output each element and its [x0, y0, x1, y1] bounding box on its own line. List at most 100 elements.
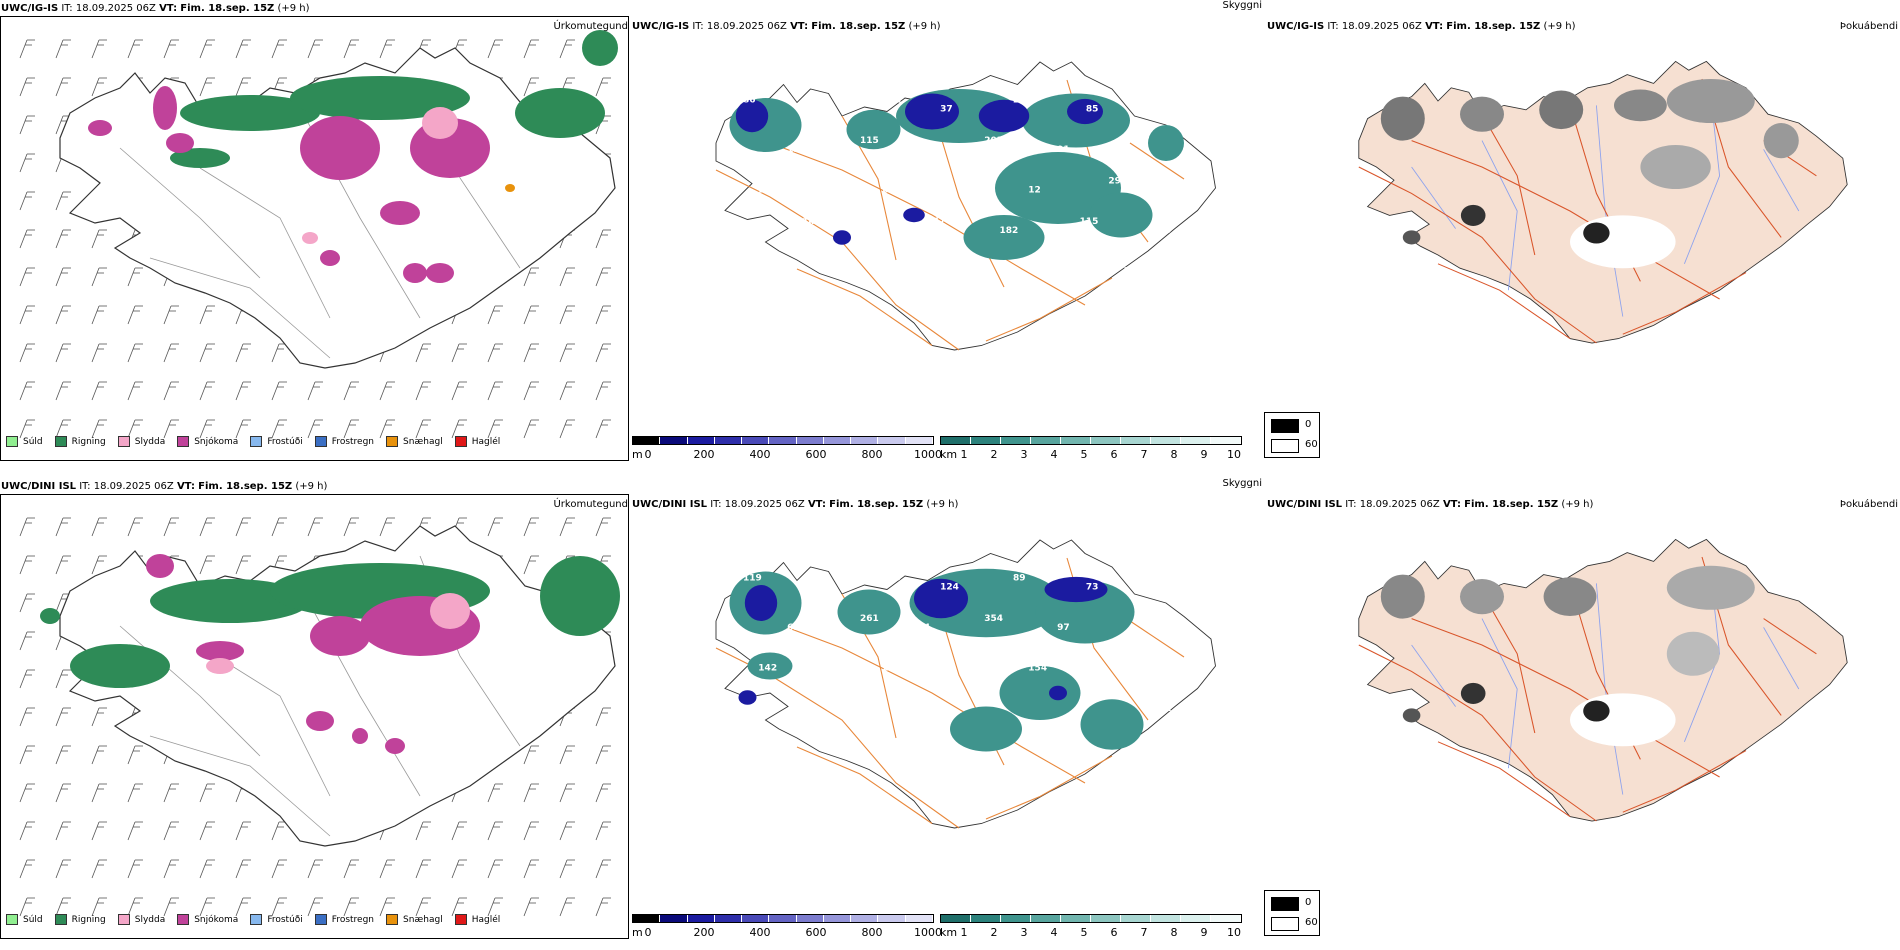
colorbar-segment: [633, 437, 661, 444]
legend-item: Súld: [6, 914, 43, 925]
wind-barb: [19, 783, 35, 803]
legend-swatch: [54, 914, 67, 925]
legend-swatch: [177, 914, 190, 925]
wind-barb: [379, 419, 395, 439]
fog-key-label: 60: [1305, 917, 1318, 928]
cloud-base-label: 85: [774, 258, 787, 268]
wind-barb: [199, 305, 215, 325]
visibility-title: Skyggni: [1222, 478, 1262, 489]
low-cloud-base-area: [914, 578, 968, 619]
cloud-base-label: 177: [831, 655, 850, 665]
colorbar-segment: [941, 915, 971, 922]
wind-barb: [19, 115, 35, 135]
wind-barb: [91, 267, 107, 287]
wind-barb: [55, 39, 71, 59]
fog-index-area: [1640, 145, 1711, 189]
rain-area: [180, 95, 320, 131]
wind-barb: [595, 745, 611, 765]
cloud-base-label: 86: [743, 96, 756, 106]
wind-barb: [163, 419, 179, 439]
wind-barb: [559, 859, 575, 879]
wind-barb: [451, 343, 467, 363]
colorbar-segment: [1061, 915, 1091, 922]
vt-label: VT:: [1425, 21, 1444, 32]
iceland-outline: [1358, 538, 1848, 822]
colorbar-segment: [971, 915, 1001, 922]
road-line: [1129, 620, 1185, 658]
it-label: IT:: [1327, 21, 1339, 32]
wind-barb: [55, 669, 71, 689]
wind-barb: [487, 783, 503, 803]
low-visibility-area: [999, 666, 1081, 720]
wind-barb: [487, 419, 503, 439]
wind-barb: [235, 381, 251, 401]
wind-barb: [19, 859, 35, 879]
fog-index-area: [1666, 79, 1755, 123]
low-visibility-area: [747, 652, 793, 680]
cloud-base-label: 37: [940, 105, 953, 115]
road-line: [1622, 750, 1747, 813]
colorbar-tick: 6: [1110, 926, 1118, 939]
wind-barb: [307, 897, 323, 917]
colorbar-tick: 600: [805, 926, 827, 939]
colorbar-segment: [971, 437, 1001, 444]
fog-index-high: [1583, 222, 1610, 244]
wind-barb: [415, 381, 431, 401]
wind-barb: [415, 419, 431, 439]
colorbar-segment: [941, 437, 971, 444]
road-line: [1481, 113, 1536, 256]
fog-index-area: [1666, 631, 1720, 676]
snow-area: [385, 738, 405, 754]
low-visibility-area: [846, 109, 901, 150]
precip-type-panel: UWC/DINI ISL IT: 18.09.2025 06Z VT: Fim.…: [0, 478, 630, 950]
wind-barb: [523, 77, 539, 97]
wind-barb: [523, 555, 539, 575]
road-line: [1481, 591, 1536, 734]
wind-barb: [91, 897, 107, 917]
cloud-base-label: 102: [1108, 655, 1127, 665]
wind-barb: [91, 745, 107, 765]
fog-key-label: 60: [1305, 439, 1318, 450]
wind-barb: [91, 305, 107, 325]
wind-barb: [235, 859, 251, 879]
wind-barb: [595, 305, 611, 325]
colorbar-tick: 2: [990, 926, 998, 939]
wind-barb: [55, 305, 71, 325]
wind-barb: [55, 897, 71, 917]
fog-index-area: [1402, 708, 1421, 723]
rain-area: [170, 148, 230, 168]
legend-item: Rigning: [54, 436, 106, 447]
lead-time: (+9 h): [277, 3, 310, 14]
river-line: [1481, 618, 1518, 769]
fog-panel: UWC/IG-IS IT: 18.09.2025 06Z VT: Fim. 18…: [1266, 0, 1900, 472]
legend-swatch: [6, 914, 18, 925]
colorbar-tick: 200: [693, 926, 715, 939]
colorbar-strip: [940, 436, 1242, 445]
cloud-base-label: 124: [940, 583, 959, 593]
colorbar-segment: [905, 915, 933, 922]
legend-label: Frostregn: [331, 436, 375, 447]
road-line: [149, 735, 331, 837]
wind-barb: [55, 707, 71, 727]
cloud-base-label: 261: [860, 614, 879, 624]
wind-barb: [19, 707, 35, 727]
cloud-base-label: 202: [955, 177, 974, 187]
road-line: [1358, 166, 1597, 344]
wind-barb: [235, 39, 251, 59]
panel-header: UWC/IG-IS IT: 18.09.2025 06Z VT: Fim. 18…: [1, 3, 310, 14]
cloud-base-label: 115: [860, 136, 879, 146]
wind-barb: [127, 305, 143, 325]
colorbar-segment: [878, 437, 906, 444]
low-cloud-base-area: [978, 99, 1030, 133]
colorbar-segment: [1181, 915, 1211, 922]
wind-barb: [595, 419, 611, 439]
wind-barb: [379, 517, 395, 537]
vt-label: VT:: [176, 481, 195, 492]
panel-header: UWC/DINI ISL IT: 18.09.2025 06Z VT: Fim.…: [1, 481, 327, 492]
row-dini: UWC/DINI ISL IT: 18.09.2025 06Z VT: Fim.…: [0, 478, 1900, 950]
wind-barb: [199, 859, 215, 879]
colorbar-unit: m: [632, 926, 643, 939]
road-line: [1437, 263, 1571, 340]
model-name: UWC/IG-IS: [632, 21, 690, 32]
low-cloud-base-area: [1067, 98, 1103, 125]
